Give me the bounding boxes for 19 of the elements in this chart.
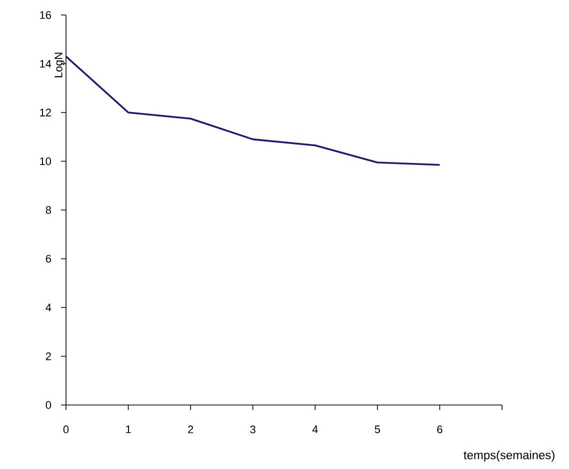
y-tick-label: 6 bbox=[46, 254, 51, 263]
x-tick-label: 6 bbox=[437, 426, 442, 434]
x-tick-label: 0 bbox=[63, 426, 69, 434]
y-tick-label: 12 bbox=[40, 108, 51, 116]
x-axis-title: temps(semaines) bbox=[464, 450, 554, 462]
y-axis-title: LogN bbox=[54, 52, 64, 78]
y-tick-label: 16 bbox=[40, 11, 51, 19]
x-tick-label: 2 bbox=[188, 426, 194, 434]
x-tick-label: 3 bbox=[250, 426, 256, 434]
y-tick-label: 0 bbox=[46, 401, 52, 409]
x-tick-label: 5 bbox=[374, 426, 380, 434]
x-tick-label: 4 bbox=[312, 426, 318, 434]
x-tick-label: 1 bbox=[126, 426, 131, 434]
y-tick-label: 4 bbox=[46, 304, 52, 312]
y-tick-label: 8 bbox=[46, 206, 51, 214]
line-series bbox=[66, 56, 441, 166]
y-tick-label: 14 bbox=[40, 60, 52, 68]
y-tick-label: 10 bbox=[40, 157, 52, 166]
y-tick-label: 2 bbox=[46, 352, 51, 360]
